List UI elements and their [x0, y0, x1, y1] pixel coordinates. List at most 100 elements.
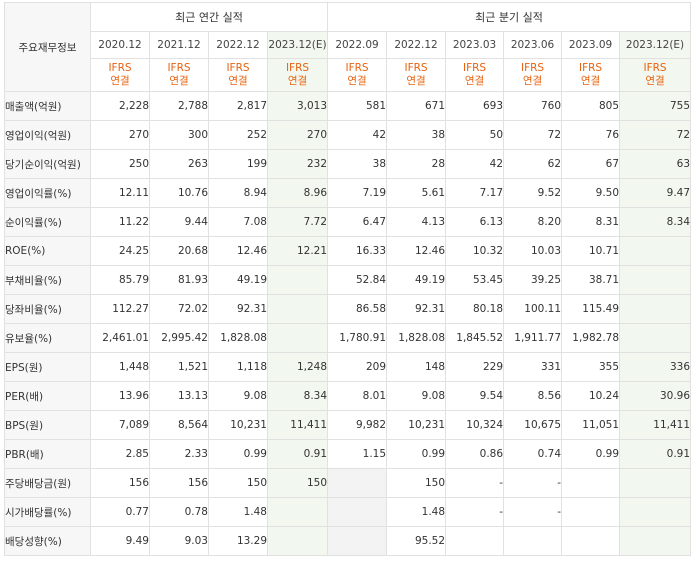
table-cell: 2,228 [90, 91, 150, 121]
table-cell: 13.29 [208, 526, 268, 556]
ifrs-text: IFRS [167, 62, 191, 74]
period-header: 2022.12 [208, 31, 268, 59]
annual-results-header: 최근 연간 실적 [89, 2, 329, 32]
table-cell [619, 468, 692, 498]
table-cell: 9.03 [149, 526, 209, 556]
table-cell: 10.76 [149, 178, 209, 208]
row-label: 유보율(%) [4, 323, 91, 353]
table-cell: 10.71 [561, 236, 621, 266]
table-cell: 72 [619, 120, 692, 150]
table-cell: 86.58 [327, 294, 388, 324]
table-cell: 8.94 [208, 178, 268, 208]
table-cell: 50 [445, 120, 505, 150]
period-header: 2023.03 [445, 31, 505, 59]
table-cell: 9.08 [386, 381, 447, 411]
table-cell: 49.19 [386, 265, 447, 295]
row-label: EPS(원) [4, 352, 91, 382]
table-cell: 100.11 [503, 294, 563, 324]
table-cell: 0.99 [386, 439, 447, 469]
ifrs-consolidated-label: IFRS 연결 [266, 58, 329, 92]
row-label: 시가배당률(%) [4, 497, 91, 527]
table-row: 시가배당률(%) 0.77 0.78 1.48 1.48- - [4, 497, 692, 527]
table-cell: 9.44 [149, 207, 209, 237]
table-cell: 199 [208, 149, 268, 179]
consolidated-text: 연결 [645, 75, 665, 87]
table-cell: 38.71 [561, 265, 621, 295]
table-cell: 95.52 [386, 526, 447, 556]
table-cell [561, 468, 621, 498]
period-header-row: 2020.12 2021.12 2022.12 2023.12(E) 2022.09 20… [5, 31, 692, 59]
table-cell: 62 [503, 149, 563, 179]
consolidated-text: 연결 [228, 75, 248, 87]
row-label: PBR(배) [4, 439, 91, 469]
table-cell: 112.27 [90, 294, 150, 324]
row-label: 배당성향(%) [4, 526, 91, 556]
table-cell: 3,013 [266, 91, 329, 121]
row-label: 주당배당금(원) [4, 468, 91, 498]
consolidated-text: 연결 [347, 75, 367, 87]
table-cell: 1.48 [386, 497, 447, 527]
ifrs-consolidated-label: IFRS 연결 [90, 58, 150, 92]
table-cell: 42 [445, 149, 505, 179]
row-label: 순이익률(%) [4, 207, 91, 237]
table-row: EPS(원) 1,448 1,521 1,118 1,248 209 148 229 331 35… [4, 352, 692, 382]
table-cell: 13.96 [90, 381, 150, 411]
period-header: 2022.09 [327, 31, 388, 59]
table-cell: 229 [445, 352, 505, 382]
table-cell: 2,995.42 [149, 323, 209, 353]
table-cell: 72.02 [149, 294, 209, 324]
table-cell [561, 497, 621, 527]
row-label: ROE(%) [4, 236, 91, 266]
table-cell: 1,780.91 [327, 323, 388, 353]
consolidated-text: 연결 [464, 75, 485, 87]
table-cell [619, 294, 692, 324]
table-cell [266, 526, 329, 556]
table-cell: 8.20 [503, 207, 563, 237]
table-cell: 2,461.01 [90, 323, 150, 353]
period-header: 2022.12 [386, 31, 447, 59]
table-cell: 1,982.78 [561, 323, 621, 353]
table-cell: 20.68 [149, 236, 209, 266]
table-cell: 148 [386, 352, 447, 382]
table-cell: 250 [90, 149, 150, 179]
table-cell: 24.25 [90, 236, 150, 266]
table-cell: 209 [327, 352, 388, 382]
table-cell: 8.31 [561, 207, 621, 237]
table-cell: 150 [266, 468, 329, 498]
table-cell [266, 294, 329, 324]
ifrs-text: IFRS [285, 62, 310, 74]
table-cell: 581 [327, 91, 388, 121]
table-row: 순이익률(%) 11.22 9.44 7.08 7.72 6.47 4.13 6.13 8.20… [4, 207, 692, 237]
table-cell: 53.45 [445, 265, 505, 295]
table-cell: 1.15 [327, 439, 388, 469]
period-header: 2020.12 [90, 31, 150, 59]
table-row: 영업이익(억원) 270 300 252 270 42 38 50 72 76 72 [4, 120, 692, 150]
table-cell: 11,411 [619, 410, 692, 440]
table-cell: 8.96 [266, 178, 329, 208]
table-cell: 270 [90, 120, 150, 150]
table-cell: 355 [561, 352, 621, 382]
quarter-results-header: 최근 분기 실적 [327, 2, 692, 32]
table-cell [619, 526, 692, 556]
table-cell [619, 323, 692, 353]
table-cell: 270 [266, 120, 329, 150]
table-cell [266, 265, 329, 295]
table-cell: 2.85 [90, 439, 150, 469]
table-cell [327, 468, 388, 498]
table-cell: 0.77 [90, 497, 150, 527]
table-cell: 76 [561, 120, 621, 150]
ifrs-consolidated-label: IFRS 연결 [445, 58, 505, 92]
table-cell: 156 [90, 468, 150, 498]
table-cell [327, 526, 388, 556]
consolidated-text: 연결 [580, 75, 601, 87]
table-row: PER(배) 13.96 13.13 9.08 8.34 8.01 9.08 9.54 8.56… [4, 381, 692, 411]
table-cell: 115.49 [561, 294, 621, 324]
table-cell: 755 [619, 91, 692, 121]
table-cell: 11,051 [561, 410, 621, 440]
row-label: 영업이익(억원) [4, 120, 91, 150]
table-cell: 232 [266, 149, 329, 179]
table-cell: - [503, 468, 563, 498]
table-cell: - [445, 468, 505, 498]
table-cell: 263 [149, 149, 209, 179]
table-cell: 11.22 [90, 207, 150, 237]
